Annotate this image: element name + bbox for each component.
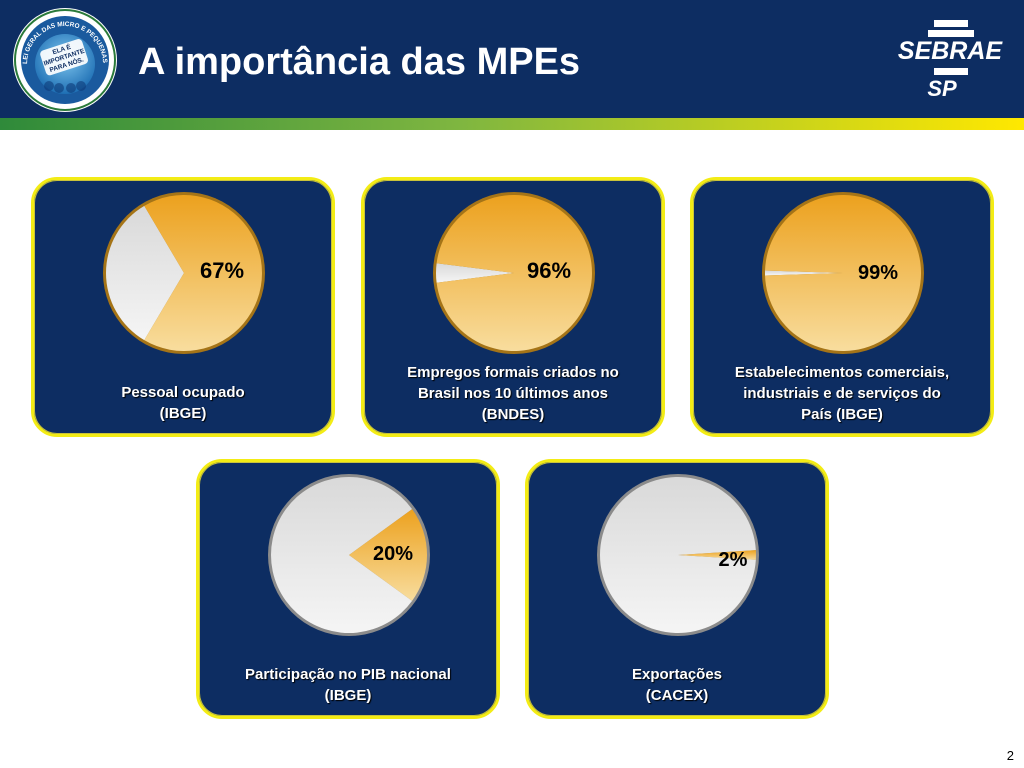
pie-slice-highlight	[144, 195, 262, 351]
card-estabelecimentos: 99% Estabelecimentos comerciais, industri…	[690, 177, 994, 437]
slide-header: LEI GERAL DAS MICRO E PEQUENAS EMPRESAS …	[0, 0, 1024, 118]
pie-value-label: 96%	[527, 258, 571, 283]
lei-geral-badge-logo: LEI GERAL DAS MICRO E PEQUENAS EMPRESAS …	[13, 8, 117, 112]
pie-slice-rest	[271, 477, 413, 633]
pie-slice-rest	[436, 263, 514, 283]
caption-line: Brasil nos 10 últimos anos	[417, 385, 609, 402]
page-title: A importância das MPEs	[138, 41, 581, 83]
caption-5: Exportações (CACEX)	[540, 664, 814, 706]
caption-line: Estabelecimentos comerciais,	[734, 364, 950, 381]
pie-chart-5: 2%	[597, 474, 759, 636]
caption-line: (BNDES)	[481, 406, 545, 423]
pie-slice-highlight	[765, 195, 921, 351]
caption-line: industriais e de serviços do	[743, 385, 941, 402]
pie-slice-highlight	[436, 195, 592, 351]
pie-slice-rest	[765, 270, 843, 276]
card-exportacoes: 2% Exportações (CACEX)	[525, 459, 829, 719]
card-participacao-pib: 20% Participação no PIB nacional (IBGE)	[196, 459, 500, 719]
caption-line: Exportações	[631, 666, 723, 683]
pie-value-label: 67%	[200, 258, 244, 283]
pie-slice-highlight	[349, 509, 427, 601]
pie-chart-3: 99%	[762, 192, 924, 354]
pie-slice-highlight	[678, 550, 756, 560]
pie-value-label: 20%	[373, 543, 413, 565]
caption-line: Participação no PIB nacional	[245, 666, 451, 683]
pie-slice-rest	[600, 477, 756, 633]
brand-line-1: SEBRAE	[898, 37, 1004, 65]
caption-4: Participação no PIB nacional (IBGE)	[211, 664, 485, 706]
caption-line: (IBGE)	[324, 687, 372, 704]
pie-value-label: 2%	[719, 549, 748, 571]
card-empregos-formais: 96% Empregos formais criados no Brasil no…	[361, 177, 665, 437]
pie-value-label: 99%	[858, 262, 898, 284]
header-gradient-stripe	[0, 118, 1024, 130]
pie-slice-rest	[105, 205, 184, 341]
pie-chart-2: 96%	[433, 192, 595, 354]
pie-chart-1: 67%	[103, 192, 265, 354]
caption-3: Estabelecimentos comerciais, industriais …	[705, 362, 979, 425]
caption-line: (CACEX)	[645, 687, 709, 704]
caption-2: Empregos formais criados no Brasil nos 10…	[376, 362, 650, 425]
caption-line: Empregos formais criados no	[407, 364, 619, 381]
brand-line-2: SP	[927, 76, 957, 101]
caption-1: Pessoal ocupado (IBGE)	[46, 382, 320, 424]
caption-line: Pessoal ocupado	[121, 384, 245, 401]
caption-line: País (IBGE)	[801, 406, 883, 423]
page-number: 2	[1006, 748, 1014, 763]
sebrae-sp-logo: SEBRAE SP	[892, 16, 1008, 102]
caption-line: (IBGE)	[159, 405, 207, 422]
pie-chart-4: 20%	[268, 474, 430, 636]
card-pessoal-ocupado: 67% Pessoal ocupado (IBGE)	[31, 177, 335, 437]
